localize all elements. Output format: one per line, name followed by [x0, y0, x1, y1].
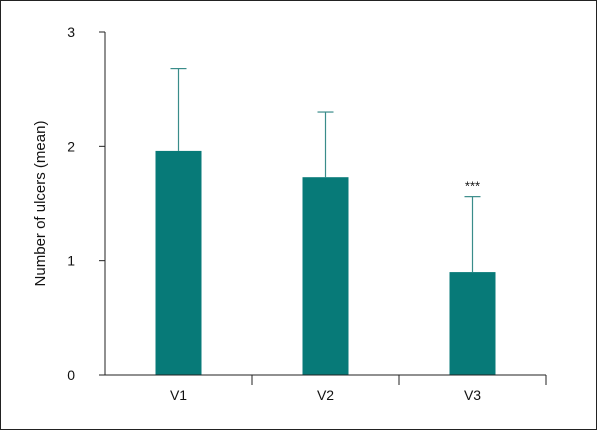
bar-v1: [155, 150, 202, 375]
axes-layer: [104, 32, 546, 376]
bars-layer: [155, 150, 496, 375]
bar-v3: [449, 272, 496, 375]
y-axis-label: Number of ulcers (mean): [32, 121, 49, 287]
y-tick-label: 2: [67, 138, 75, 154]
x-tick-label: V3: [464, 387, 481, 403]
labels-layer: 0 1 2 3 V1 V2 V3 ***: [67, 24, 481, 403]
ticks-layer: [99, 31, 547, 385]
x-tick-label: V2: [317, 387, 334, 403]
y-tick-label: 0: [67, 367, 75, 383]
significance-annotation: ***: [465, 179, 480, 194]
y-tick-label: 1: [67, 253, 75, 269]
x-tick-label: V1: [170, 387, 187, 403]
error-bars-layer: [170, 67, 481, 273]
bar-v2: [302, 177, 349, 375]
y-tick-label: 3: [67, 24, 75, 40]
